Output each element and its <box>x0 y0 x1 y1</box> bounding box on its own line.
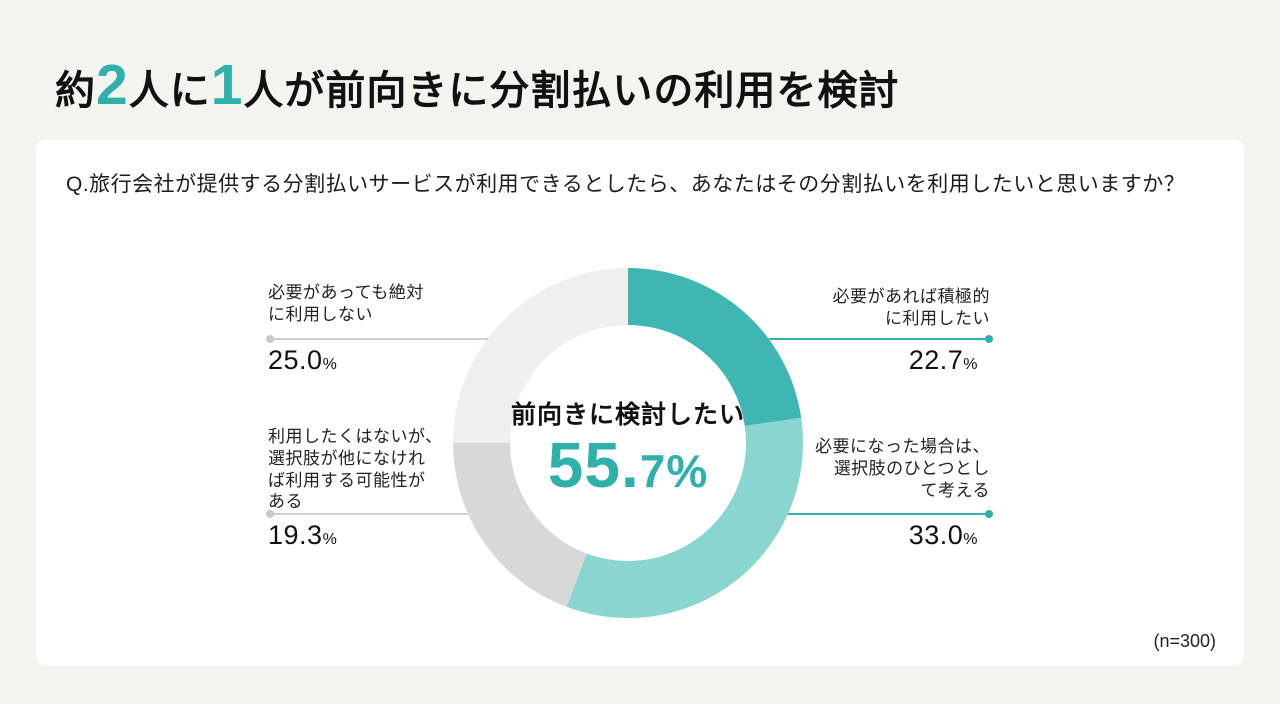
donut-segment-3 <box>453 268 628 443</box>
callout-value: 22.7% <box>769 345 990 376</box>
leader-line <box>266 510 468 518</box>
callout-label: 必要になった場合は、 選択肢のひとつとし て考える <box>815 437 990 500</box>
callout-value: 33.0% <box>788 520 990 551</box>
value-number: 33.0 <box>908 520 964 550</box>
leader-dot-icon <box>266 510 274 518</box>
title-prefix: 約 <box>55 69 96 113</box>
title-number-1: 1 <box>210 53 244 117</box>
value-unit: % <box>963 356 978 373</box>
leader-dot-icon <box>985 510 993 518</box>
center-value-fraction: 7% <box>639 445 709 497</box>
donut-center: 前向きに検討したい 55.7% <box>503 395 753 497</box>
value-number: 22.7 <box>908 345 964 375</box>
title-suffix: が前向きに分割払いの利用を検討 <box>284 69 900 113</box>
callout-value: 25.0% <box>268 345 488 376</box>
title-number-2: 2 <box>96 53 129 117</box>
value-unit: % <box>322 356 338 373</box>
title-mid: 人に <box>128 69 211 113</box>
leader-dot-icon <box>985 335 993 343</box>
leader-line <box>266 335 488 343</box>
survey-question: Q.旅行会社が提供する分割払いサービスが利用できるとしたら、あなたはその分割払い… <box>66 173 1186 196</box>
callout-label: 必要があれば積極的 に利用したい <box>832 287 990 328</box>
leader-dot-icon <box>266 335 274 343</box>
donut-segment-2 <box>453 443 587 607</box>
donut-segment-0 <box>628 268 802 427</box>
callout-never-use: 必要があっても絶対 に利用しない 25.0% <box>266 282 488 376</box>
callout-actively-use: 必要があれば積極的 に利用したい 22.7% <box>769 286 993 376</box>
center-value-main: 55. <box>547 429 640 501</box>
title-mid2: 人 <box>243 69 285 113</box>
donut-segment-1 <box>566 417 803 618</box>
value-unit: % <box>963 531 978 548</box>
leader-line <box>788 510 993 518</box>
survey-card: Q.旅行会社が提供する分割払いサービスが利用できるとしたら、あなたはその分割払い… <box>36 140 1244 666</box>
value-unit: % <box>322 531 338 548</box>
donut-center-label: 前向きに検討したい <box>510 401 745 429</box>
value-number: 19.3 <box>268 520 323 550</box>
callout-value: 19.3% <box>268 520 468 551</box>
callout-label: 必要があっても絶対 に利用しない <box>268 283 424 324</box>
donut-center-value: 55.7% <box>503 433 753 497</box>
callout-no-other-choice: 利用したくはないが、 選択肢が他になけれ ば利用する可能性が ある 19.3% <box>266 426 468 551</box>
value-number: 25.0 <box>268 345 323 375</box>
callout-consider-as-option: 必要になった場合は、 選択肢のひとつとし て考える 33.0% <box>788 436 993 551</box>
callout-label: 利用したくはないが、 選択肢が他になけれ ば利用する可能性が ある <box>268 427 443 512</box>
sample-size: (n=300) <box>1153 631 1216 651</box>
leader-line <box>769 335 993 343</box>
donut-chart <box>453 268 803 618</box>
page-title: 約2人に1人が前向きに分割払いの利用を検討 <box>55 52 899 118</box>
